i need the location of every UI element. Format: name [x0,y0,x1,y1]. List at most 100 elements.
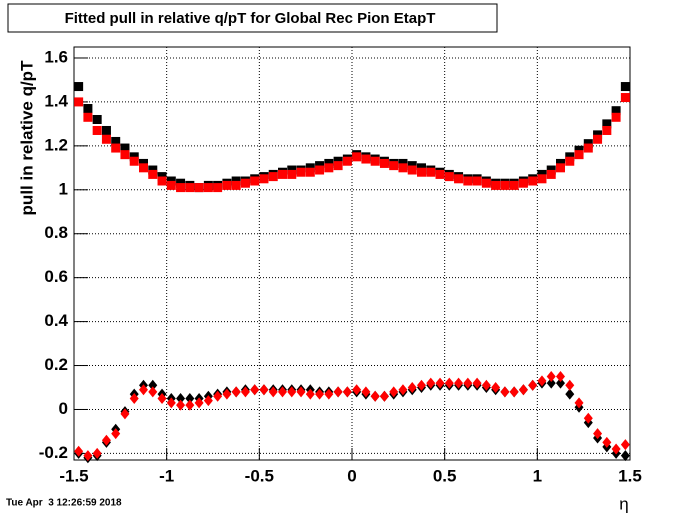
y-axis-label: pull in relative q/pT [17,60,36,216]
marker [620,439,630,451]
marker [111,143,121,153]
marker [333,386,343,398]
marker [74,82,84,92]
marker [426,377,436,389]
marker [611,443,621,455]
x-tick-label: 1.5 [618,466,642,485]
marker [92,125,102,135]
marker [240,386,250,398]
marker [620,82,630,92]
marker [454,377,464,389]
marker [287,169,297,179]
y-tick-label: 0.8 [44,223,68,242]
x-tick-label: 0.5 [433,466,457,485]
marker [166,180,176,190]
y-tick-label: 1.4 [44,91,68,110]
marker [389,161,399,171]
marker [509,180,519,190]
marker [454,174,464,184]
marker [305,167,315,177]
marker [268,172,278,182]
marker [546,377,556,389]
marker [352,384,362,396]
marker [203,395,213,407]
chart-title: Fitted pull in relative q/pT for Global … [65,10,436,27]
marker [231,180,241,190]
marker [250,384,260,396]
marker [83,104,93,114]
marker [565,379,575,391]
marker [296,167,306,177]
marker [556,163,565,173]
marker [620,93,630,103]
marker [74,445,84,457]
marker [139,384,148,396]
marker [342,156,352,166]
marker [287,386,297,398]
marker [556,371,565,383]
marker [565,388,575,400]
marker [556,377,565,389]
marker [268,386,278,398]
marker [342,386,352,398]
marker [250,176,260,186]
marker [240,178,250,188]
marker [546,169,556,179]
marker [203,183,213,193]
marker [574,150,584,160]
marker [148,379,158,391]
marker [435,169,445,179]
marker [176,392,186,404]
marker [148,169,158,179]
y-tick-label: 0.4 [44,311,68,330]
marker [185,183,195,193]
marker [361,154,371,164]
marker [537,375,547,387]
marker [620,450,630,462]
marker [129,392,139,404]
marker [472,176,482,186]
marker [120,150,130,160]
marker [537,174,547,184]
marker [361,386,371,398]
marker [574,397,584,409]
marker [444,377,454,389]
marker [92,114,102,124]
marker [583,412,593,424]
x-tick-label: 1 [533,466,542,485]
marker [157,392,167,404]
marker [602,436,612,448]
marker [278,386,287,398]
marker [185,392,195,404]
marker [120,143,130,153]
x-tick-label: -1.5 [59,466,88,485]
marker [491,382,501,394]
y-tick-label: 1.2 [44,135,68,154]
marker [481,178,491,188]
marker [83,112,93,122]
x-tick-label: -0.5 [245,466,274,485]
marker [370,156,380,166]
marker [157,176,167,186]
marker [398,384,408,396]
marker [185,399,195,411]
marker [444,172,454,182]
x-axis-label: η [619,494,628,513]
marker [379,158,389,168]
marker [518,178,528,188]
marker [407,165,417,175]
marker [315,388,325,400]
marker [352,152,362,162]
marker [129,156,139,166]
marker [463,176,473,186]
marker [389,386,399,398]
title-box [7,3,498,33]
y-tick-label: 1.6 [44,47,68,66]
marker [472,377,482,389]
marker [324,163,334,173]
x-tick-label: -1 [159,466,174,485]
marker [491,180,501,190]
marker [602,119,612,129]
marker [417,167,426,177]
y-tick-label: 1 [59,179,68,198]
